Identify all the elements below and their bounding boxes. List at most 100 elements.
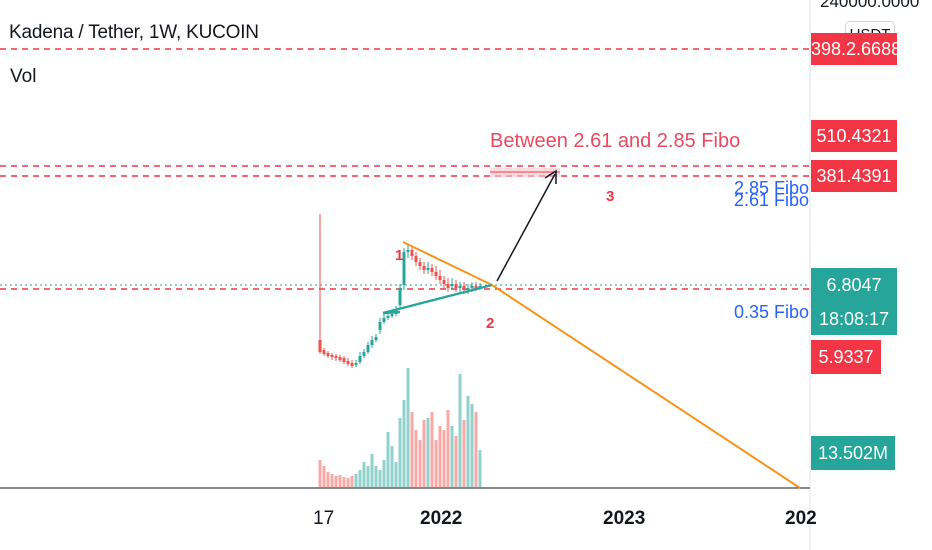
price-label-countdown: 18:08:17 [811, 303, 897, 335]
candle-body [446, 284, 450, 288]
candle-body [342, 358, 346, 362]
top-scale-value: 240000.0000 [820, 0, 920, 11]
candle-body [454, 284, 458, 288]
candle-body [422, 266, 426, 270]
candle-body [398, 288, 402, 305]
volume-bar [346, 478, 350, 488]
triangle-upper-line [402, 241, 493, 286]
volume-bar [338, 475, 342, 488]
volume-label-last: 13.502M [811, 436, 895, 470]
triangle-lower-line [382, 283, 493, 315]
candle-body [362, 352, 366, 356]
candle-body [438, 276, 442, 280]
candle-body [350, 363, 354, 366]
symbol-title[interactable]: Kadena / Tether, 1W, KUCOIN [9, 22, 259, 43]
chart-title-bar: Kadena / Tether, 1W, KUCOIN [9, 22, 259, 44]
volume-bar [394, 462, 398, 488]
candle-body [430, 268, 434, 272]
price-label-381: 381.4391 [811, 160, 897, 192]
triangle-lower-line-ext [382, 310, 401, 315]
volume-group [318, 368, 482, 488]
volume-bar [330, 474, 334, 488]
volume-bar [442, 430, 446, 488]
x-tick-2023: 2023 [603, 508, 646, 529]
candle-body [462, 286, 466, 290]
candle-body [334, 356, 338, 358]
candle-body [402, 252, 406, 285]
candle-body [458, 286, 462, 288]
volume-bar [422, 420, 426, 488]
descending-trendline [491, 284, 801, 489]
volume-bar [474, 412, 478, 488]
x-tick-17: 17 [313, 508, 335, 529]
candle-body [346, 361, 350, 364]
volume-indicator-label[interactable]: Vol [10, 66, 37, 87]
volume-bar [414, 430, 418, 488]
volume-bar [342, 477, 346, 488]
volume-bar [322, 466, 326, 488]
volume-bar [466, 396, 470, 488]
volume-bar [450, 426, 454, 488]
candle-body [386, 316, 390, 318]
volume-bar [470, 404, 474, 488]
candles-group [318, 214, 482, 368]
volume-bar [454, 436, 458, 488]
candle-body [414, 256, 418, 262]
volume-bar [386, 432, 390, 488]
price-label-510: 510.4321 [811, 120, 897, 152]
volume-bar [438, 426, 442, 488]
candle-body [410, 250, 414, 256]
candle-body [318, 340, 322, 352]
projection-arrowhead [544, 169, 557, 184]
candle-body [426, 268, 430, 270]
wave-3-label: 3 [606, 188, 615, 205]
volume-bar [410, 412, 414, 488]
volume-bar [350, 476, 354, 488]
volume-bar [374, 466, 378, 488]
volume-bar [334, 476, 338, 488]
candle-body [322, 350, 326, 354]
volume-bar [326, 472, 330, 488]
price-label-5933: 5.9337 [811, 340, 881, 374]
volume-bar [390, 446, 394, 488]
candle-body [466, 288, 470, 290]
price-label-398: 398.2.6688 [811, 33, 901, 65]
fibo-285-label: 2.85 Fibo [734, 178, 810, 198]
volume-bar [418, 440, 422, 488]
volume-bar [378, 470, 382, 488]
candle-body [474, 286, 478, 288]
volume-bar [458, 374, 462, 488]
fibo-035-label: 0.35 Fibo [734, 302, 810, 322]
fibo-261-label: 2.61 Fibo [734, 190, 810, 210]
candle-body [390, 314, 394, 316]
candle-body [418, 262, 422, 266]
volume-bar [478, 450, 482, 488]
volume-bar [354, 474, 358, 488]
volume-bar [366, 466, 370, 488]
volume-bar [382, 460, 386, 488]
volume-bar [446, 410, 450, 488]
candle-body [370, 340, 374, 345]
volume-bar [462, 420, 466, 488]
wave-2-label: 2 [486, 315, 495, 332]
volume-bar [398, 418, 402, 488]
candle-body [382, 318, 386, 322]
volume-bar [430, 412, 434, 488]
volume-bar [402, 400, 406, 488]
candle-body [354, 363, 358, 365]
candle-body [378, 322, 382, 330]
volume-bar [406, 368, 410, 488]
volume-bar [318, 460, 322, 488]
candle-body [470, 286, 474, 288]
candle-body [358, 356, 362, 362]
volume-bar [426, 418, 430, 488]
volume-bar [358, 470, 362, 488]
candle-body [338, 357, 342, 360]
projection-arrow [496, 173, 556, 282]
volume-bar [362, 462, 366, 488]
wave-1-label: 1 [395, 247, 404, 264]
candle-body [442, 280, 446, 284]
target-annotation[interactable]: Between 2.61 and 2.85 Fibo [490, 130, 741, 152]
candle-body [374, 337, 378, 340]
